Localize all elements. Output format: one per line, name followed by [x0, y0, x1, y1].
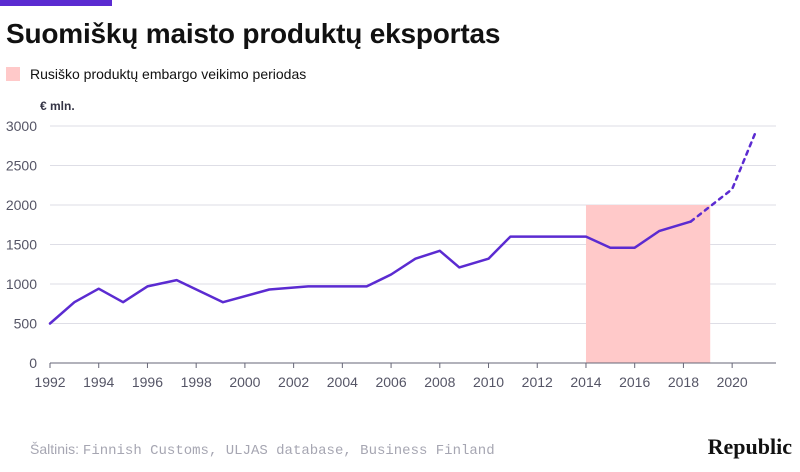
- embargo-period-area: [585, 205, 711, 363]
- x-tick-label: 2018: [668, 374, 699, 390]
- x-tick-label: 2016: [619, 374, 650, 390]
- x-tick-label: 2004: [327, 374, 358, 390]
- y-tick-label: 1500: [6, 237, 37, 253]
- y-tick-label: 3000: [6, 118, 37, 134]
- series-line-export: [48, 220, 692, 325]
- top-accent-bar: [0, 0, 112, 6]
- legend-swatch-embargo: [6, 67, 20, 81]
- series-line-forecast: [689, 128, 758, 223]
- brand-logo: Republic: [707, 434, 792, 459]
- x-tick-label: 1992: [34, 374, 65, 390]
- source-prefix: Šaltinis:: [30, 441, 80, 457]
- x-tick-label: 2000: [229, 374, 260, 390]
- x-tick-label: 1996: [132, 374, 163, 390]
- x-tick-label: 2010: [473, 374, 504, 390]
- y-tick-label: 1000: [6, 276, 37, 292]
- x-tick-label: 1994: [83, 374, 114, 390]
- chart-title: Suomiškų maisto produktų eksportas: [6, 18, 501, 49]
- x-tick-label: 2002: [278, 374, 309, 390]
- x-tick-label: 2006: [375, 374, 406, 390]
- source-note: Šaltinis: Finnish Customs, ULJAS databas…: [30, 441, 495, 459]
- x-tick-label: 2014: [570, 374, 601, 390]
- legend: Rusiško produktų embargo veikimo perioda…: [6, 66, 306, 82]
- legend-label-embargo: Rusiško produktų embargo veikimo perioda…: [30, 66, 307, 82]
- y-tick-label: 0: [29, 355, 37, 371]
- x-tick-label: 2012: [522, 374, 553, 390]
- x-tick-label: 2020: [717, 374, 748, 390]
- y-axis-unit-label: € mln.: [40, 99, 75, 113]
- y-tick-label: 2000: [6, 197, 37, 213]
- x-tick-label: 2008: [424, 374, 455, 390]
- y-tick-label: 2500: [6, 158, 37, 174]
- x-tick-label: 1998: [181, 374, 212, 390]
- source-text: Finnish Customs, ULJAS database, Busines…: [82, 443, 495, 459]
- y-tick-label: 500: [14, 316, 38, 332]
